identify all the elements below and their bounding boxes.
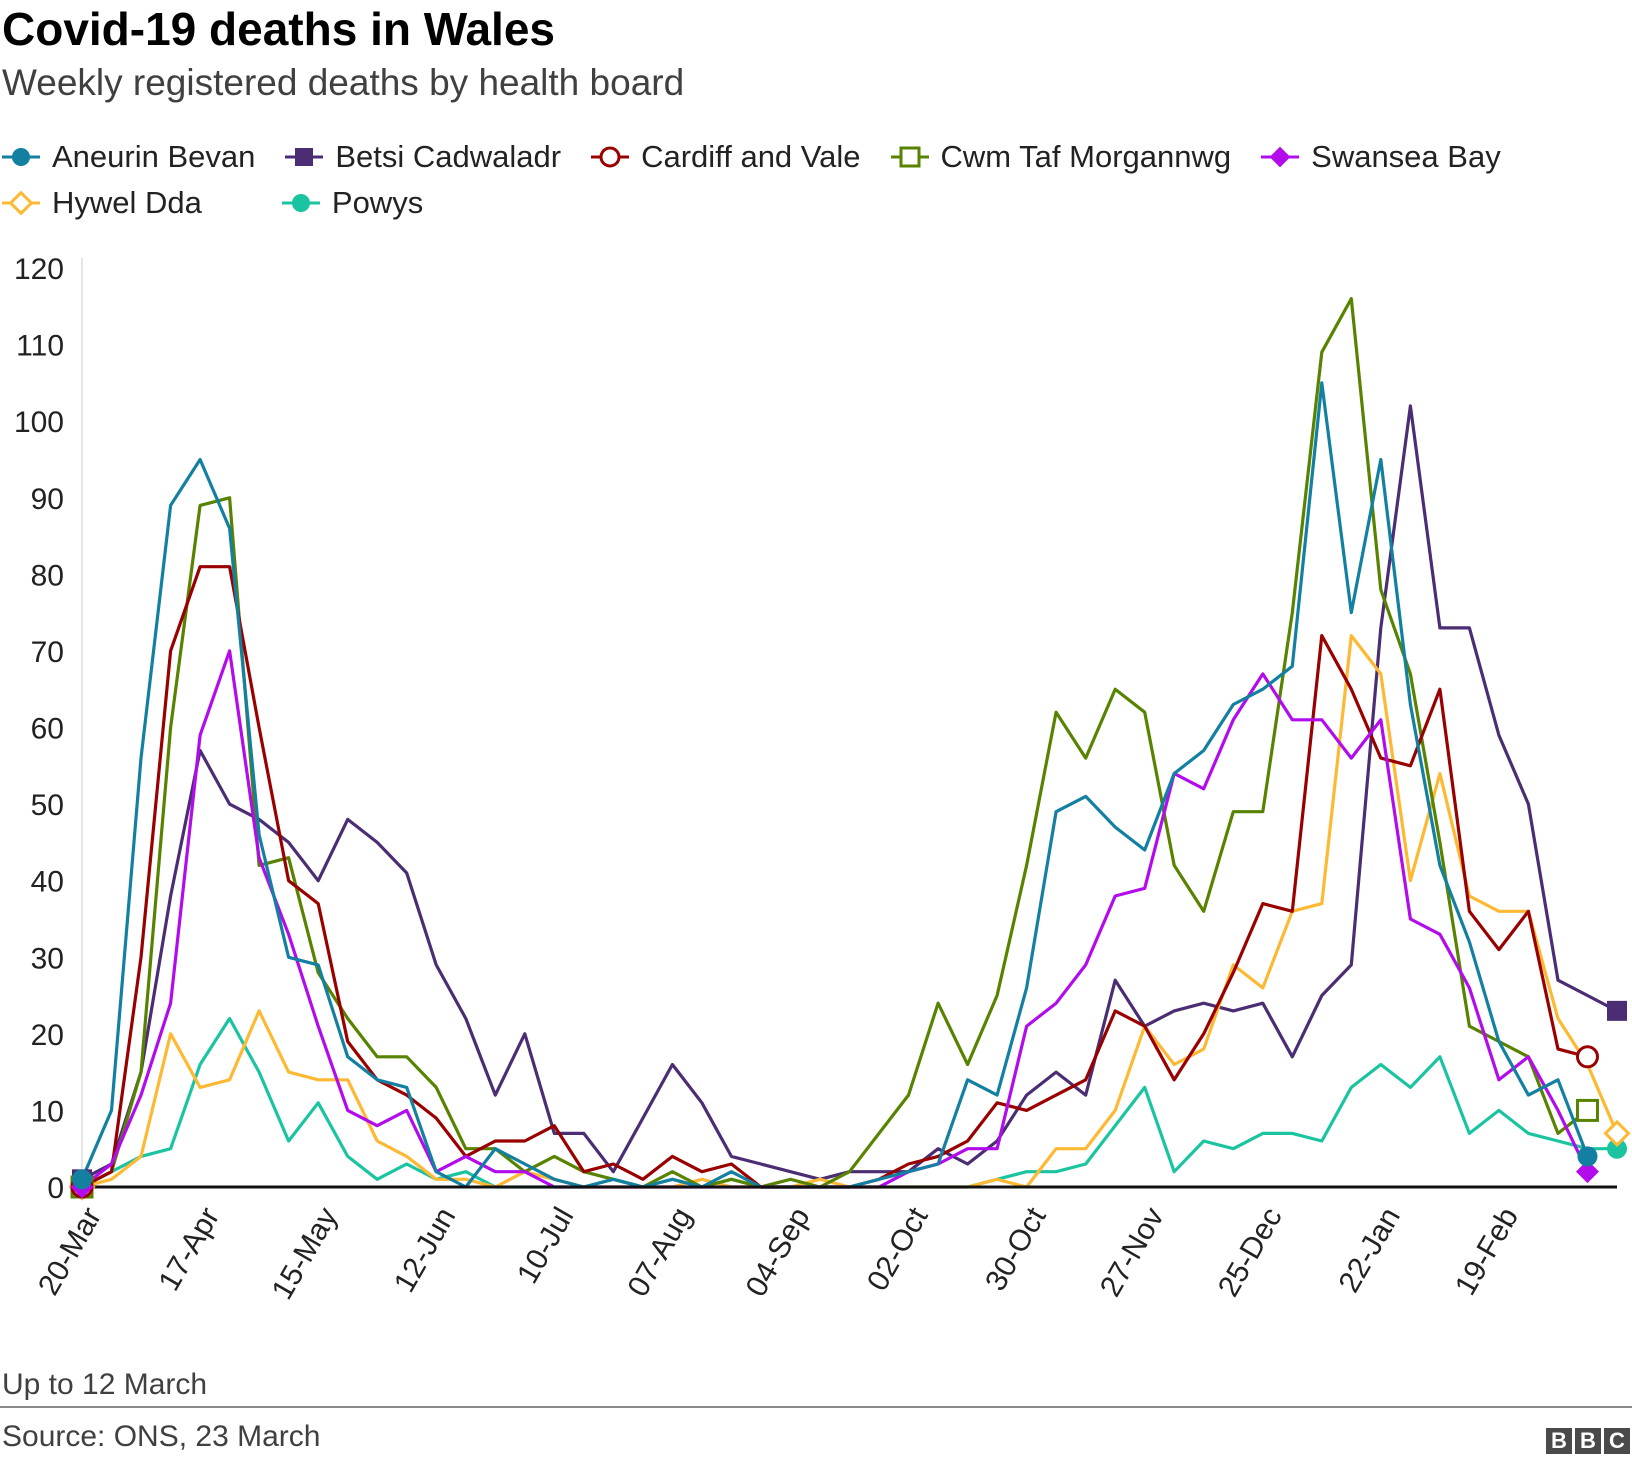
legend-swatch-marker bbox=[1269, 146, 1291, 168]
y-tick-label: 120 bbox=[14, 253, 64, 286]
x-tick-label: 22-Jan bbox=[1332, 1202, 1406, 1298]
y-tick-label: 0 bbox=[47, 1172, 64, 1205]
source-note: Source: ONS, 23 March bbox=[2, 1420, 321, 1453]
legend-item-aneurin-bevan: Aneurin Bevan bbox=[2, 134, 255, 180]
legend-swatch bbox=[281, 194, 320, 212]
y-tick-label: 60 bbox=[31, 713, 64, 746]
legend-swatch bbox=[1261, 146, 1300, 168]
x-tick-label: 25-Dec bbox=[1212, 1202, 1289, 1302]
legend-label: Swansea Bay bbox=[1311, 139, 1501, 174]
series-end-marker-aneurin-bevan bbox=[1577, 1146, 1598, 1167]
legend-item-hywel-dda: Hywel Dda bbox=[2, 180, 202, 226]
series-line-cardiff-and-vale bbox=[80, 565, 1590, 1189]
legend-swatch bbox=[2, 148, 40, 166]
logo-letter: B bbox=[1575, 1428, 1601, 1454]
legend-item-betsi-cadwaladr: Betsi Cadwaladr bbox=[285, 134, 561, 180]
legend-label: Hywel Dda bbox=[52, 185, 202, 220]
legend-label: Powys bbox=[331, 185, 424, 220]
y-tick-label: 110 bbox=[16, 330, 64, 363]
series-end-marker-cwm-taf-morgannwg bbox=[1575, 1098, 1599, 1122]
series-end-marker-powys bbox=[1607, 1138, 1627, 1159]
y-tick-label: 80 bbox=[31, 559, 64, 592]
y-tick-label: 90 bbox=[31, 483, 64, 516]
series-line-swansea-bay bbox=[80, 649, 1590, 1189]
series-line-hywel-dda bbox=[80, 634, 1619, 1189]
series-end-marker-swansea-bay bbox=[1575, 1160, 1599, 1184]
x-tick-label: 27-Nov bbox=[1094, 1202, 1171, 1302]
legend-label: Betsi Cadwaladr bbox=[335, 139, 562, 174]
legend-swatch-marker bbox=[12, 148, 30, 166]
x-tick-label: 04-Sep bbox=[740, 1202, 817, 1302]
footnote: Up to 12 March bbox=[2, 1368, 208, 1401]
legend-label: Cardiff and Vale bbox=[641, 139, 861, 174]
legend-item-swansea-bay: Swansea Bay bbox=[1261, 134, 1501, 180]
chart-title: Covid-19 deaths in Wales bbox=[2, 3, 555, 55]
series-line-powys bbox=[80, 1016, 1619, 1189]
series-line-cwm-taf-morgannwg bbox=[80, 296, 1590, 1189]
series-end-marker-betsi-cadwaladr bbox=[1607, 1000, 1627, 1021]
series-line-aneurin-bevan bbox=[80, 381, 1590, 1189]
legend-swatch bbox=[890, 146, 929, 168]
legend-swatch-marker bbox=[599, 146, 621, 168]
series-end-marker-cardiff-and-vale bbox=[1575, 1045, 1599, 1069]
x-tick-label: 12-Jun bbox=[388, 1202, 462, 1298]
legend-swatch bbox=[285, 148, 324, 166]
legend-swatch bbox=[591, 146, 630, 168]
x-tick-label: 30-Oct bbox=[979, 1201, 1053, 1296]
series-start-marker-aneurin-bevan bbox=[72, 1169, 92, 1190]
legend-swatch-marker bbox=[291, 194, 310, 212]
y-tick-label: 10 bbox=[31, 1095, 64, 1128]
legend-row: Aneurin Bevan Betsi Cadwaladr Cardiff and … bbox=[2, 134, 1612, 226]
x-tick-label: 20-Mar bbox=[32, 1202, 108, 1301]
legend-item-powys: Powys bbox=[281, 180, 424, 226]
y-tick-label: 100 bbox=[14, 406, 64, 439]
bbc-logo: B B C bbox=[1546, 1428, 1630, 1454]
chart-legend: Aneurin Bevan Betsi Cadwaladr Cardiff and … bbox=[2, 134, 1612, 226]
legend-label: Aneurin Bevan bbox=[52, 139, 256, 174]
legend-swatch-marker bbox=[899, 146, 921, 168]
y-tick-label: 30 bbox=[31, 942, 64, 975]
line-chart: 0 10 20 30 40 50 60 70 80 90 100 110 120 20-Mar 17-Apr… bbox=[14, 253, 1631, 1305]
legend-label: Cwm Taf Morgannwg bbox=[940, 139, 1232, 174]
y-tick-label: 50 bbox=[31, 789, 64, 822]
y-tick-label: 70 bbox=[31, 636, 64, 669]
x-tick-label: 19-Feb bbox=[1449, 1202, 1525, 1301]
legend-item-cwm-taf-morgannwg: Cwm Taf Morgannwg bbox=[890, 134, 1232, 180]
y-tick-label: 40 bbox=[31, 866, 64, 899]
x-tick-label: 15-May bbox=[266, 1202, 345, 1305]
x-tick-label: 10-Jul bbox=[511, 1202, 580, 1289]
legend-swatch bbox=[2, 191, 40, 215]
x-tick-label: 02-Oct bbox=[861, 1201, 935, 1296]
x-tick-label: 07-Aug bbox=[621, 1202, 698, 1302]
logo-letter: C bbox=[1604, 1428, 1630, 1454]
legend-item-cardiff-and-vale: Cardiff and Vale bbox=[591, 134, 861, 180]
series-end-marker-hywel-dda bbox=[1603, 1119, 1631, 1148]
y-tick-label: 20 bbox=[31, 1019, 64, 1052]
chart-subtitle: Weekly registered deaths by health board bbox=[2, 62, 685, 103]
legend-swatch-marker bbox=[295, 148, 314, 166]
logo-letter: B bbox=[1546, 1428, 1572, 1454]
legend-swatch-marker bbox=[8, 191, 34, 215]
footer-divider bbox=[0, 1406, 1632, 1408]
x-tick-label: 17-Apr bbox=[153, 1202, 227, 1296]
